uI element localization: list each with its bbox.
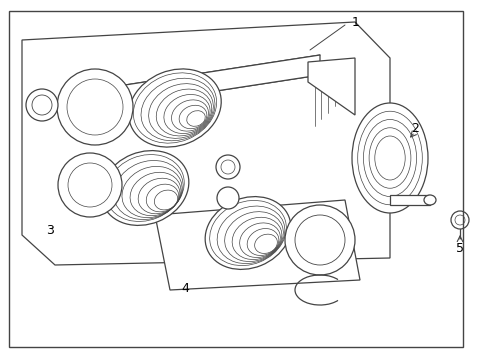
Polygon shape — [390, 195, 430, 205]
Circle shape — [26, 89, 58, 121]
Circle shape — [451, 211, 469, 229]
Circle shape — [285, 205, 355, 275]
Text: 5: 5 — [456, 242, 464, 255]
Text: 4: 4 — [181, 282, 189, 294]
Circle shape — [216, 155, 240, 179]
Ellipse shape — [101, 150, 189, 225]
Text: 1: 1 — [352, 15, 360, 28]
Text: 3: 3 — [46, 224, 54, 237]
Text: 2: 2 — [411, 122, 419, 135]
Circle shape — [57, 69, 133, 145]
Polygon shape — [308, 58, 355, 115]
Polygon shape — [22, 22, 390, 265]
Ellipse shape — [129, 69, 221, 147]
Polygon shape — [155, 200, 360, 290]
Circle shape — [217, 187, 239, 209]
Polygon shape — [125, 55, 320, 105]
Ellipse shape — [424, 195, 436, 205]
Circle shape — [58, 153, 122, 217]
Ellipse shape — [352, 103, 428, 213]
Ellipse shape — [205, 197, 291, 269]
